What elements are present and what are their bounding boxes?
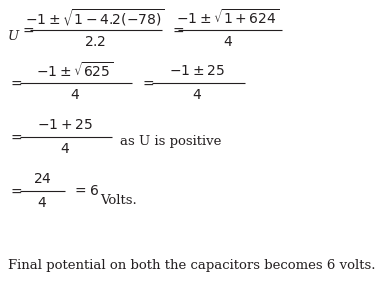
Text: as U is positive: as U is positive bbox=[120, 135, 221, 149]
Text: U: U bbox=[8, 30, 19, 42]
Text: $-1\pm\sqrt{625}$: $-1\pm\sqrt{625}$ bbox=[37, 62, 113, 81]
Text: $=$: $=$ bbox=[8, 76, 23, 90]
Text: $=$: $=$ bbox=[140, 76, 155, 90]
Text: $=$: $=$ bbox=[8, 184, 23, 198]
Text: $-1\pm 25$: $-1\pm 25$ bbox=[169, 64, 225, 78]
Text: Volts.: Volts. bbox=[100, 195, 137, 207]
Text: $-1\pm\sqrt{1+624}$: $-1\pm\sqrt{1+624}$ bbox=[176, 8, 280, 28]
Text: $2.2$: $2.2$ bbox=[84, 35, 106, 49]
Text: $= 6$: $= 6$ bbox=[72, 184, 99, 198]
Text: $4$: $4$ bbox=[70, 88, 80, 102]
Text: $=$: $=$ bbox=[20, 23, 35, 37]
Text: $=$: $=$ bbox=[170, 23, 185, 37]
Text: $-1\pm\sqrt{1-4.2(-78)}$: $-1\pm\sqrt{1-4.2(-78)}$ bbox=[25, 7, 165, 29]
Text: $24$: $24$ bbox=[32, 172, 51, 186]
Text: $4$: $4$ bbox=[223, 35, 233, 49]
Text: $-1+25$: $-1+25$ bbox=[37, 118, 93, 132]
Text: Final potential on both the capacitors becomes 6 volts.: Final potential on both the capacitors b… bbox=[8, 258, 375, 272]
Text: $4$: $4$ bbox=[37, 196, 47, 210]
Text: $=$: $=$ bbox=[8, 130, 23, 144]
Text: $4$: $4$ bbox=[192, 88, 202, 102]
Text: $4$: $4$ bbox=[60, 142, 70, 156]
